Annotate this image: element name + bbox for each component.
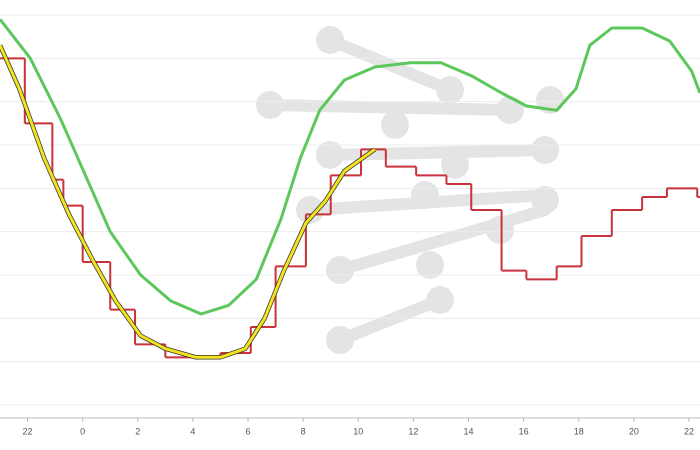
x-tick-label: 16 bbox=[519, 426, 529, 436]
x-tick-label: 12 bbox=[408, 426, 418, 436]
watermark bbox=[256, 26, 564, 354]
x-tick-label: 0 bbox=[80, 426, 85, 436]
x-tick-label: 22 bbox=[684, 426, 694, 436]
x-tick-label: 10 bbox=[353, 426, 363, 436]
x-tick-label: 18 bbox=[574, 426, 584, 436]
x-tick-label: 8 bbox=[301, 426, 306, 436]
x-tick-label: 14 bbox=[463, 426, 473, 436]
x-tick-label: 2 bbox=[135, 426, 140, 436]
series-line bbox=[0, 44, 376, 359]
x-tick-label: 20 bbox=[629, 426, 639, 436]
series-line bbox=[0, 18, 700, 316]
x-tick-label: 6 bbox=[246, 426, 251, 436]
x-tick-label: 22 bbox=[23, 426, 33, 436]
x-tick-label: 4 bbox=[190, 426, 195, 436]
